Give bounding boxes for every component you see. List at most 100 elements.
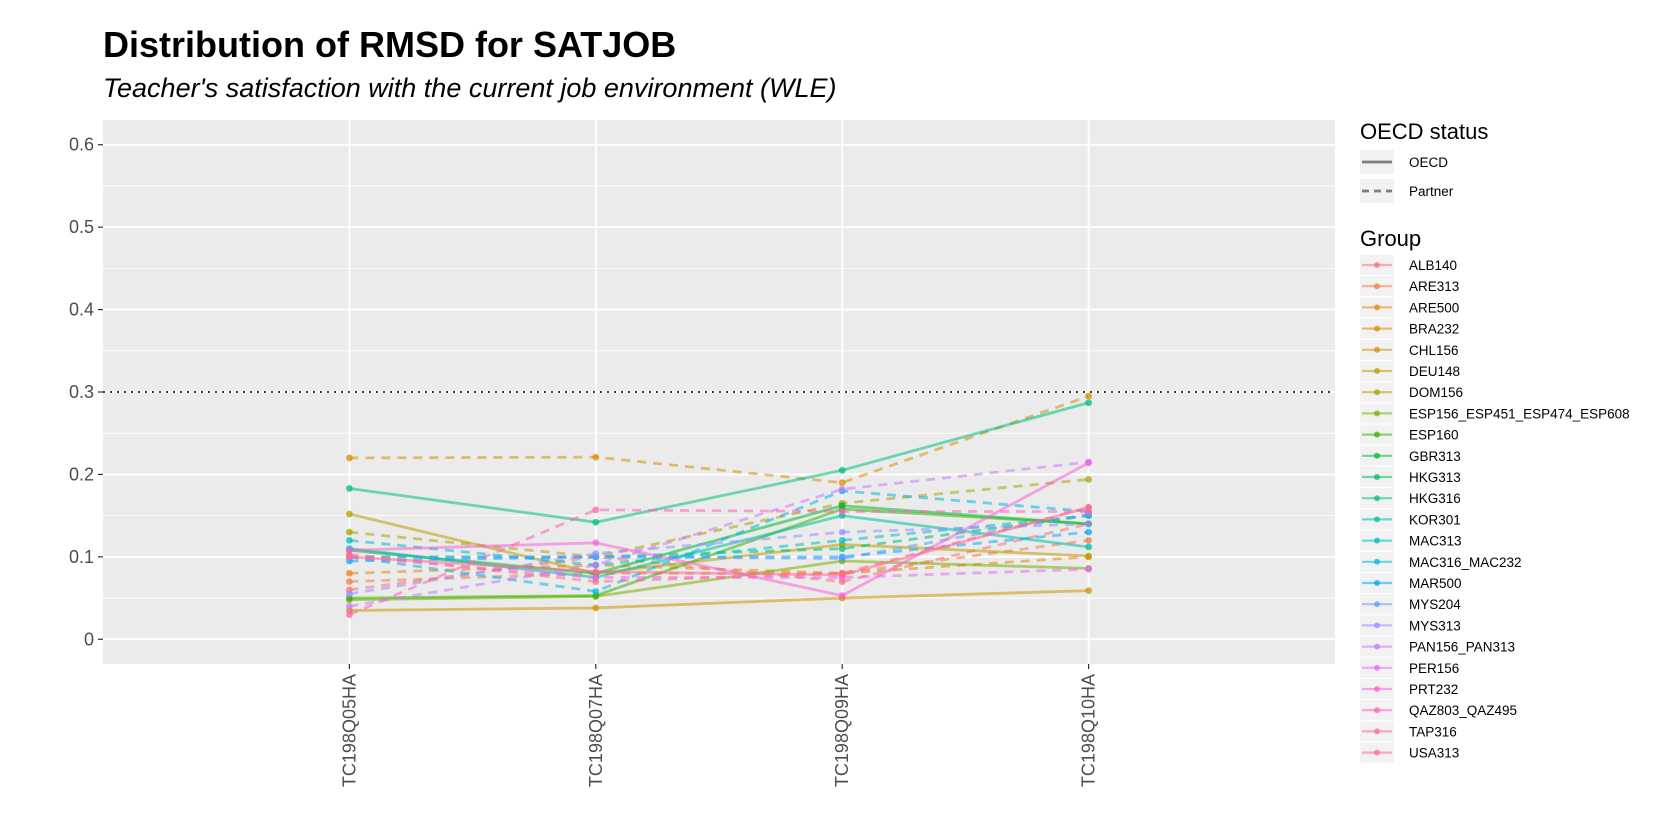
y-axis: 0 0.1 0.2 0.3 0.4 0.5 0.6 <box>69 135 103 649</box>
legend-key-point-tap316 <box>1374 728 1380 735</box>
data-point-pan156_pan313 <box>592 561 600 569</box>
legend-status-title: OECD status <box>1360 119 1488 144</box>
data-point-usa313 <box>1085 503 1092 511</box>
legend-label-mar500: MAR500 <box>1409 576 1462 591</box>
series-line-pan156_pan313 <box>349 460 1089 608</box>
data-point-are313 <box>346 578 353 585</box>
legend-label-bra232: BRA232 <box>1409 322 1459 337</box>
y-tick-label: 0.4 <box>69 300 94 320</box>
legend-key-point-kor301 <box>1374 516 1380 523</box>
data-point-mys313 <box>838 528 846 536</box>
series-layer <box>346 392 1092 618</box>
legend-key-point-hkg316 <box>1374 495 1380 502</box>
data-point-dom156 <box>346 528 353 536</box>
legend-oecd-status: OECD status OECD Partner <box>1360 119 1488 203</box>
legend-key-point-mys313 <box>1374 622 1380 629</box>
legend-label-deu148: DEU148 <box>1409 364 1460 379</box>
legend-key-point-chl156 <box>1374 346 1380 353</box>
legend-key-point-usa313 <box>1374 749 1380 756</box>
data-point-tap316 <box>592 578 600 585</box>
legend-key-point-mac313 <box>1374 537 1380 544</box>
series-line-bra232 <box>349 394 1090 485</box>
data-point-mys313 <box>592 550 600 557</box>
data-point-mys313 <box>1085 520 1092 528</box>
series-line-hkg316 <box>349 401 1089 524</box>
x-tick-label: TC198Q05HA <box>339 674 359 787</box>
legend-group: Group ALB140 ARE313 ARE500 BRA232 CHL156 DEU1… <box>1360 226 1630 763</box>
data-point-are313 <box>1085 536 1092 544</box>
legend-label-kor301: KOR301 <box>1409 512 1461 527</box>
data-point-deu148 <box>346 510 353 518</box>
data-point-usa313 <box>838 571 846 579</box>
data-point-chl156 <box>1085 587 1092 595</box>
data-point-dom156 <box>1085 475 1092 483</box>
legend-key-point-prt232 <box>1374 686 1380 692</box>
legend-key-point-deu148 <box>1374 368 1380 374</box>
data-point-kor301 <box>1085 543 1092 551</box>
y-tick-label: 0.1 <box>69 547 94 567</box>
data-point-usa313 <box>346 553 353 561</box>
data-point-pan156_pan313 <box>346 602 353 610</box>
data-point-hkg316 <box>592 518 600 526</box>
legend-label-mac316_mac232: MAC316_MAC232 <box>1409 555 1522 570</box>
legend-key-point-qaz803_qaz495 <box>1374 707 1380 714</box>
data-point-usa313 <box>592 568 600 576</box>
legend-label-dom156: DOM156 <box>1409 385 1463 400</box>
legend-label-pan156_pan313: PAN156_PAN313 <box>1409 640 1515 655</box>
y-tick-label: 0.6 <box>69 135 94 155</box>
legend-label-oecd: OECD <box>1409 155 1448 170</box>
x-tick-label: TC198Q07HA <box>586 674 606 787</box>
data-point-mac316_mac232 <box>592 588 600 595</box>
data-point-chl156 <box>592 604 600 612</box>
data-point-bra232 <box>1085 392 1092 400</box>
legend-key-point-dom156 <box>1374 389 1380 396</box>
series-line-mys204 <box>349 512 1089 560</box>
data-point-pan156_pan313 <box>838 485 846 493</box>
data-point-are500 <box>346 569 353 577</box>
chart-title: Distribution of RMSD for SATJOB <box>103 24 676 65</box>
legend-key-point-esp160 <box>1374 431 1380 438</box>
x-tick-label: TC198Q10HA <box>1079 674 1099 787</box>
legend-label-mys313: MYS313 <box>1409 618 1461 633</box>
series-line-qaz803_qaz495 <box>348 508 1089 616</box>
data-point-hkg316 <box>1085 399 1092 407</box>
data-point-deu148 <box>1085 552 1092 560</box>
legend-label-alb140: ALB140 <box>1409 258 1457 273</box>
data-point-prt232 <box>838 592 846 599</box>
data-point-mys313 <box>346 590 353 598</box>
legend-key-point-gbr313 <box>1374 452 1380 459</box>
legend-label-esp156_esp451_esp474_esp608: ESP156_ESP451_ESP474_ESP608 <box>1409 406 1630 421</box>
legend-label-hkg316: HKG316 <box>1409 491 1461 506</box>
data-point-gbr313 <box>838 502 846 510</box>
data-point-hkg316 <box>346 485 353 492</box>
series-line-dom156 <box>349 477 1089 559</box>
legend-label-are500: ARE500 <box>1409 300 1459 315</box>
x-tick-label: TC198Q09HA <box>832 674 852 787</box>
data-point-qaz803_qaz495 <box>838 508 846 515</box>
legend-key-point-mac316_mac232 <box>1374 558 1380 565</box>
legend-label-tap316: TAP316 <box>1409 724 1457 739</box>
data-point-mar500 <box>1085 528 1092 536</box>
legend-key-point-mys204 <box>1374 601 1380 608</box>
legend-label-mac313: MAC313 <box>1409 534 1462 549</box>
data-point-mac313 <box>346 536 353 544</box>
legend-key-point-hkg313 <box>1374 474 1380 480</box>
legend-key-point-per156 <box>1374 664 1380 671</box>
data-point-hkg316 <box>838 466 846 474</box>
x-axis: TC198Q05HA TC198Q07HA TC198Q09HA TC198Q10HA <box>339 664 1099 787</box>
legend-label-gbr313: GBR313 <box>1409 449 1461 464</box>
data-point-qaz803_qaz495 <box>592 506 600 514</box>
legend-key-point-are500 <box>1374 304 1380 311</box>
legend-label-usa313: USA313 <box>1409 746 1459 761</box>
legend-label-are313: ARE313 <box>1409 279 1459 294</box>
legend-label-prt232: PRT232 <box>1409 682 1458 697</box>
legend-label-mys204: MYS204 <box>1409 597 1461 612</box>
legend-label-hkg313: HKG313 <box>1409 470 1461 485</box>
legend-key-point-pan156_pan313 <box>1374 643 1380 650</box>
legend-label-esp160: ESP160 <box>1409 428 1459 443</box>
data-point-bra232 <box>346 454 353 462</box>
series-line-mac313 <box>349 514 1089 567</box>
data-point-hkg313 <box>838 545 846 553</box>
